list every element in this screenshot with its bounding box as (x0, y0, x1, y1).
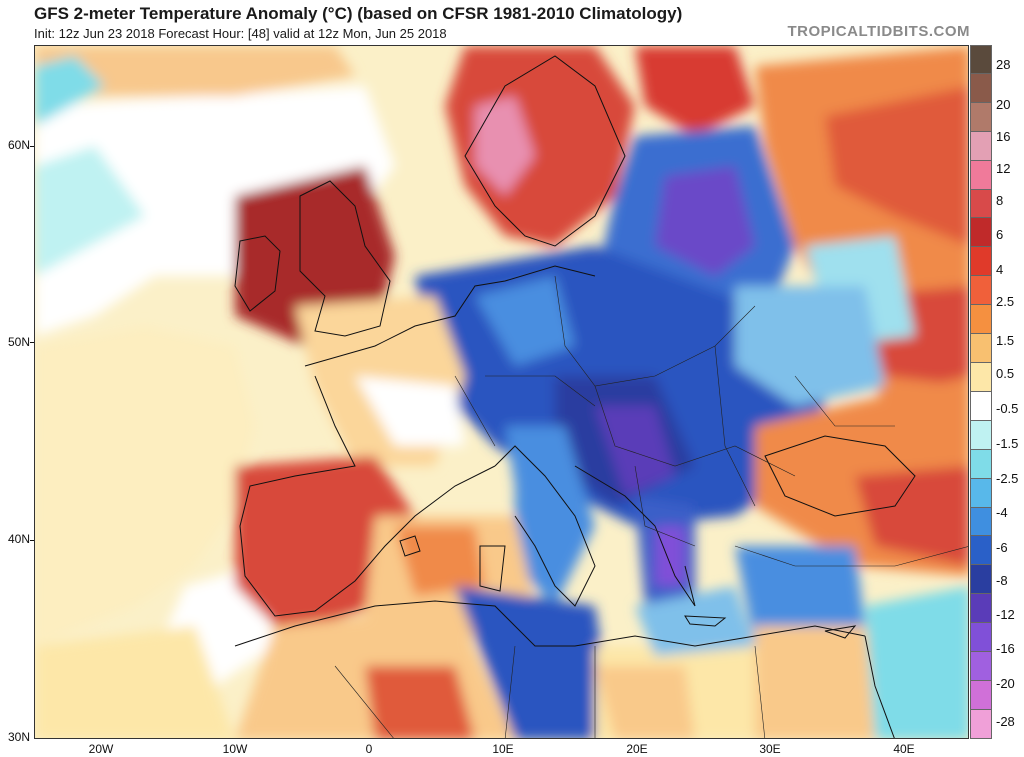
colorbar-swatch (970, 218, 992, 248)
lon-label-20w: 20W (88, 742, 114, 756)
colorbar-label: -8 (996, 573, 1008, 588)
coastlines (234, 55, 916, 738)
colorbar-label: -12 (996, 607, 1015, 622)
crete-outline (684, 615, 727, 627)
colorbar-label: -0.5 (996, 401, 1019, 416)
lon-label-10w: 10W (222, 742, 248, 756)
lon-label-20e: 20E (626, 742, 648, 756)
colorbar-swatch (970, 507, 992, 537)
britain-outline (299, 180, 391, 337)
brand-watermark: TROPICALTIDBITS.COM (787, 23, 970, 40)
colorbar-swatch (970, 449, 992, 479)
colorbar-swatch (970, 45, 992, 74)
lon-label-10e: 10E (492, 742, 514, 756)
map-subtitle: Init: 12z Jun 23 2018 Forecast Hour: [48… (34, 26, 447, 41)
levant-coast (864, 635, 895, 738)
mallorca-outline (399, 535, 421, 557)
lat-label-40n: 40N (7, 532, 30, 546)
iberia-france-coast (239, 375, 496, 617)
country-borders (334, 275, 968, 738)
colorbar-label: 6 (996, 227, 1004, 242)
balkan-coast (574, 465, 696, 607)
colorbar-label: 4 (996, 262, 1004, 277)
colorbar-swatch (970, 709, 992, 739)
lat-tick (30, 146, 34, 147)
colorbar-label: 12 (996, 161, 1011, 176)
black-sea-outline (764, 435, 916, 517)
colorbar-swatch (970, 102, 992, 132)
map-title: GFS 2-meter Temperature Anomaly (°C) (ba… (34, 4, 683, 23)
lat-tick (30, 342, 34, 343)
ireland-outline (234, 235, 281, 312)
colorbar-swatch (970, 420, 992, 450)
colorbar-swatch (970, 478, 992, 508)
colorbar-swatch (970, 276, 992, 306)
map-canvas (35, 46, 968, 738)
anomaly-field (35, 46, 968, 738)
colorbar-label: 16 (996, 129, 1011, 144)
colorbar-label: 28 (996, 57, 1011, 72)
colorbar-swatch (970, 623, 992, 653)
lon-label-0: 0 (365, 742, 373, 756)
colorbar-swatch (970, 362, 992, 392)
colorbar-swatch (970, 160, 992, 190)
colorbar-swatch (970, 305, 992, 335)
colorbar-swatch (970, 680, 992, 710)
colorbar (970, 45, 992, 739)
colorbar-label: 8 (996, 193, 1004, 208)
colorbar-label: -16 (996, 641, 1015, 656)
colorbar-swatch (970, 391, 992, 421)
colorbar-swatch (970, 652, 992, 681)
colorbar-label: 1.5 (996, 333, 1015, 348)
lat-label-50n: 50N (7, 335, 30, 349)
lat-label-30n: 30N (7, 730, 30, 744)
lat-label-60n: 60N (7, 138, 30, 152)
colorbar-label: -28 (996, 714, 1015, 729)
colorbar-swatch (970, 334, 992, 363)
colorbar-swatch (970, 189, 992, 219)
colorbar-label: -2.5 (996, 471, 1019, 486)
colorbar-label: 2.5 (996, 294, 1015, 309)
colorbar-label: -4 (996, 505, 1008, 520)
colorbar-swatch (970, 536, 992, 566)
lat-tick (30, 540, 34, 541)
colorbar-label: -20 (996, 676, 1015, 691)
lon-label-30e: 30E (759, 742, 781, 756)
colorbar-swatch (970, 565, 992, 595)
sardinia-outline (479, 545, 506, 592)
colorbar-label: -6 (996, 540, 1008, 555)
cyprus-outline (824, 625, 857, 639)
africa-coast (234, 600, 866, 647)
italy-outline (494, 445, 596, 607)
north-coast (304, 265, 596, 367)
colorbar-swatch (970, 131, 992, 161)
colorbar-swatch (970, 247, 992, 277)
scandinavia-outline (464, 55, 626, 247)
colorbar-label: -1.5 (996, 436, 1019, 451)
anomaly-map (34, 45, 969, 739)
colorbar-label: 20 (996, 97, 1011, 112)
colorbar-swatch (970, 594, 992, 624)
lon-label-40e: 40E (893, 742, 915, 756)
colorbar-label: 0.5 (996, 366, 1015, 381)
colorbar-swatch (970, 73, 992, 103)
